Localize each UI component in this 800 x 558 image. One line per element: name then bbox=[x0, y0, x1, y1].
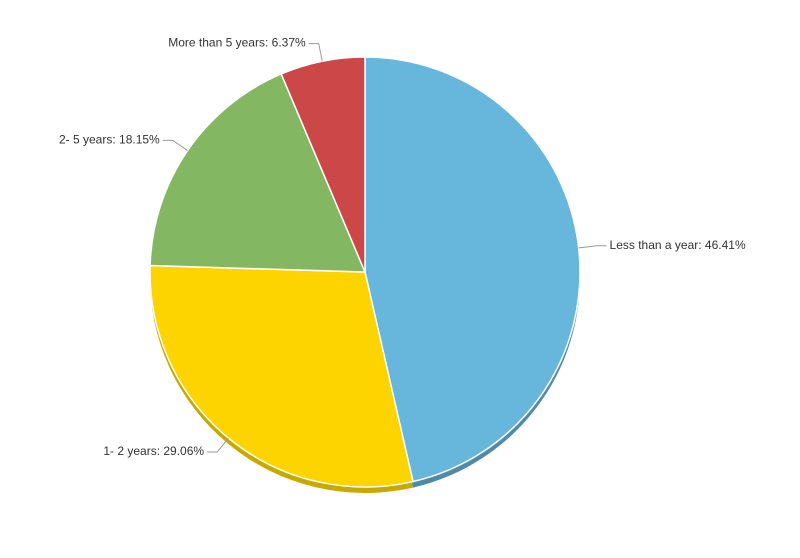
label-separator: : bbox=[698, 238, 705, 252]
slice bbox=[149, 73, 367, 273]
label-value: 6.37% bbox=[272, 36, 306, 50]
leader-line bbox=[308, 43, 323, 62]
label-separator: : bbox=[265, 36, 272, 50]
label-separator: : bbox=[112, 133, 119, 147]
label-category: More than 5 years bbox=[168, 36, 265, 50]
slice bbox=[149, 264, 414, 488]
label-category: 1- 2 years bbox=[103, 444, 156, 458]
slice-label: More than 5 years: 6.37% bbox=[168, 36, 306, 50]
label-value: 46.41% bbox=[705, 238, 746, 252]
label-category: Less than a year bbox=[610, 238, 699, 252]
slice-label: 2- 5 years: 18.15% bbox=[59, 133, 160, 147]
leader-line bbox=[162, 139, 188, 151]
leader-line bbox=[207, 437, 229, 453]
label-value: 18.15% bbox=[119, 133, 160, 147]
slice-label: 1- 2 years: 29.06% bbox=[103, 444, 204, 458]
slice-label: Less than a year: 46.41% bbox=[610, 238, 746, 252]
label-value: 29.06% bbox=[163, 444, 204, 458]
label-separator: : bbox=[157, 444, 164, 458]
leader-line bbox=[578, 245, 607, 249]
slice bbox=[280, 56, 366, 273]
label-category: 2- 5 years bbox=[59, 133, 112, 147]
